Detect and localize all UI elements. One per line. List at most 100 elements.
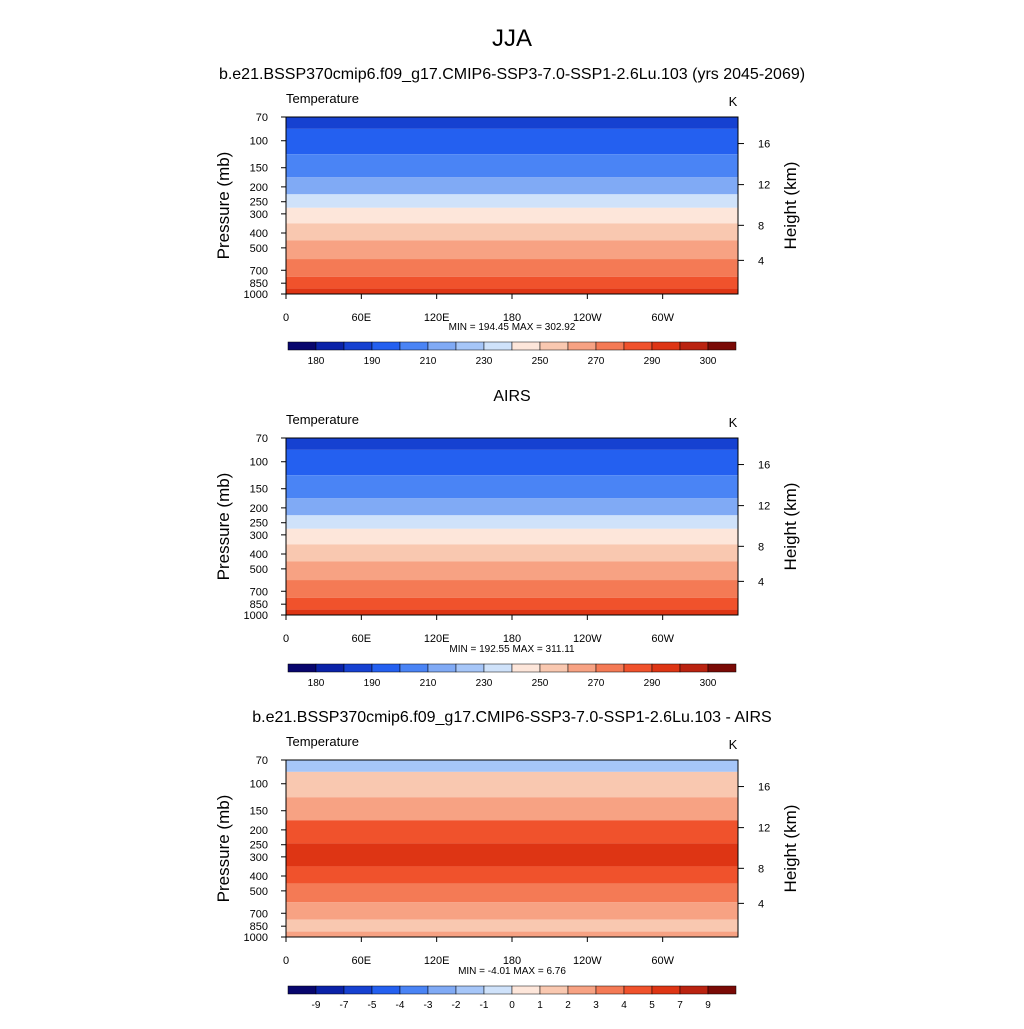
colorbar-swatch [623,341,653,351]
panel-model: Temperature K MIN = 194.45 MAX = 302.92 … [214,91,800,367]
colorbar-swatch [567,341,597,351]
colorbar-swatch [539,341,569,351]
right-tick-label: 12 [758,180,770,192]
y-tick-label: 700 [250,265,268,277]
x-tick-label: 120E [424,633,450,645]
figure-title: JJA [492,25,532,52]
contour-band [286,276,738,289]
colorbar-swatch [371,341,401,351]
y-tick-label: 150 [250,163,268,175]
right-axis-label: Height (km) [781,162,800,250]
colorbar-swatch [595,985,625,995]
colorbar-swatch [651,341,681,351]
right-tick-label: 16 [758,460,770,472]
contour-band [286,760,738,772]
y-tick-label: 300 [250,530,268,542]
y-tick-label: 200 [250,825,268,837]
colorbar-label: -7 [340,1000,349,1011]
colorbar-swatch [483,663,513,673]
contour-band [286,597,738,610]
colorbar-label: 300 [700,356,717,367]
y-tick-label: 70 [256,112,268,124]
colorbar: 180 190 210 230 250 270 290 300 [287,341,737,367]
contour-band [286,154,738,178]
colorbar-label: 0 [509,1000,515,1011]
colorbar-swatch [399,663,429,673]
contour-band [286,475,738,499]
contour-band [286,843,738,867]
x-tick-label: 120W [573,955,602,967]
colorbar-label: 210 [420,356,437,367]
colorbar-swatch [315,341,345,351]
y-tick-label: 100 [250,136,268,148]
y-tick-label: 100 [250,779,268,791]
colorbar-swatch [623,985,653,995]
colorbar-swatch [455,341,485,351]
colorbar-swatch [399,985,429,995]
colorbar-swatch [511,985,541,995]
contour-band [286,449,738,476]
y-tick-label: 400 [250,549,268,561]
contour-band [286,931,738,937]
y-tick-label: 250 [250,518,268,530]
colorbar-label: 210 [420,678,437,689]
contour-band [286,902,738,920]
colorbar-label: -1 [480,1000,489,1011]
y-axis-label: Pressure (mb) [214,152,233,260]
x-tick-label: 120E [424,955,450,967]
contour-band [286,177,738,195]
y-tick-label: 850 [250,599,268,611]
colorbar-label: 290 [644,678,661,689]
colorbar: 180 190 210 230 250 270 290 300 [287,663,737,689]
colorbar-label: 290 [644,356,661,367]
y-tick-label: 700 [250,908,268,920]
x-tick-label: 180 [503,633,521,645]
y-tick-label: 500 [250,243,268,255]
colorbar-swatch [511,663,541,673]
y-axis-label: Pressure (mb) [214,795,233,903]
contour-band [286,240,738,260]
right-tick-label: 4 [758,576,764,588]
colorbar-swatch [707,663,737,673]
contour-band [286,771,738,798]
contour-band [286,207,738,224]
colorbar-swatch [567,663,597,673]
right-tick-label: 8 [758,541,764,553]
y-axis-label: Pressure (mb) [214,473,233,581]
right-tick-label: 12 [758,501,770,513]
panel-title: b.e21.BSSP370cmip6.f09_g17.CMIP6-SSP3-7.… [252,709,771,726]
colorbar-swatch [315,663,345,673]
y-tick-label: 1000 [244,610,268,622]
contour-band [286,438,738,450]
colorbar-swatch [455,663,485,673]
colorbar-label: 270 [588,356,605,367]
x-tick-label: 60W [651,955,674,967]
contour-band [286,866,738,884]
colorbar-swatch [371,663,401,673]
panel-units: K [729,737,738,752]
colorbar-label: 3 [593,1000,599,1011]
colorbar-swatch [343,985,373,995]
colorbar-label: 230 [476,678,493,689]
contour-band [286,580,738,598]
contour-band [286,128,738,155]
x-tick-label: 120W [573,312,602,324]
y-tick-label: 70 [256,433,268,445]
colorbar-swatch [399,341,429,351]
panel-difference: b.e21.BSSP370cmip6.f09_g17.CMIP6-SSP3-7.… [214,709,800,1011]
colorbar-swatch [679,341,709,351]
colorbar-label: -9 [312,1000,321,1011]
contour-band [286,528,738,545]
contour-band [286,259,738,277]
panel-units: K [729,415,738,430]
contour-fill [286,438,738,615]
x-tick-label: 60E [352,955,372,967]
colorbar-label: 270 [588,678,605,689]
contour-band [286,919,738,932]
y-tick-label: 300 [250,209,268,221]
x-tick-label: 120W [573,633,602,645]
x-tick-label: 180 [503,955,521,967]
x-tick-label: 60W [651,312,674,324]
y-tick-label: 400 [250,871,268,883]
colorbar-label: 180 [308,356,325,367]
